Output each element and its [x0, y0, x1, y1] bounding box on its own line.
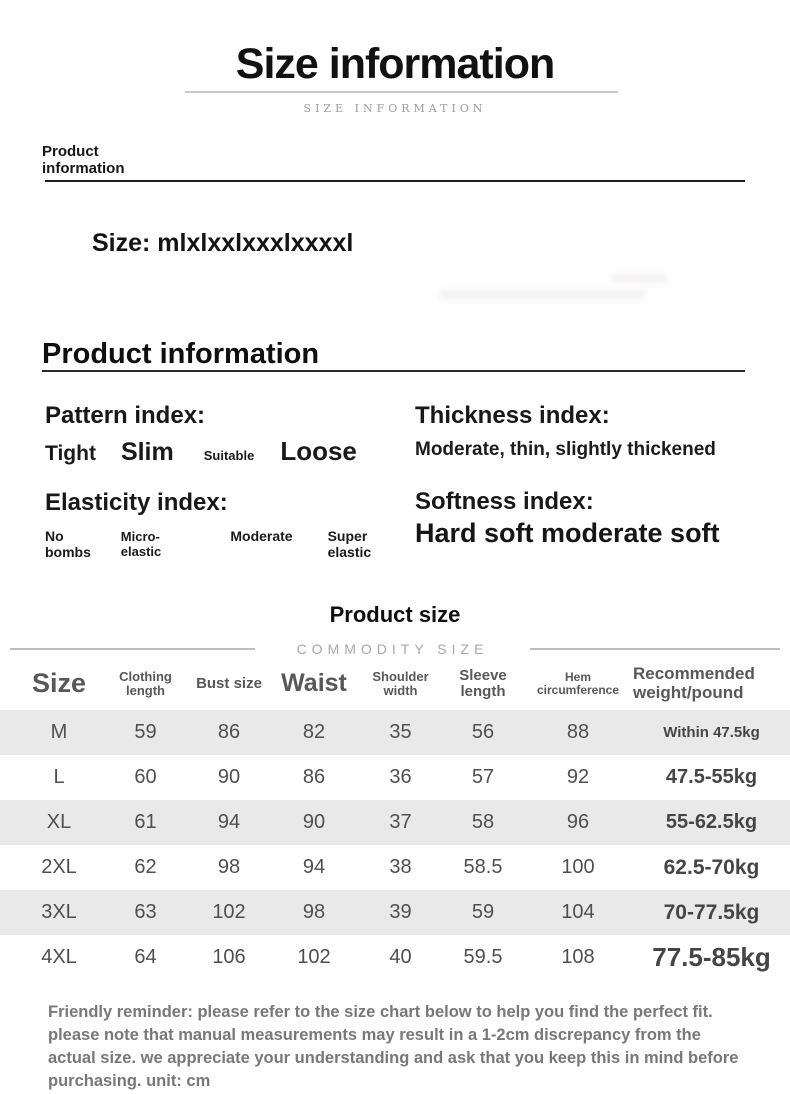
- elasticity-index-options: No bombs Micro-elastic Moderate Super el…: [45, 528, 405, 560]
- cell-clothing-length: 59: [134, 721, 157, 743]
- table-row: 3XL 63 102 98 39 59 104 70-77.5kg: [0, 890, 790, 935]
- cell-waist: 102: [297, 946, 331, 968]
- cell-clothing-length: 60: [134, 766, 157, 788]
- cell-waist: 94: [302, 856, 326, 878]
- pattern-option: Loose: [280, 436, 357, 466]
- softness-index-value: Hard soft moderate soft: [415, 518, 720, 548]
- friendly-reminder-text: Friendly reminder: please refer to the s…: [48, 1003, 739, 1090]
- softness-index-label: Softness index:: [415, 488, 594, 515]
- column-header-waist: Waist: [281, 669, 347, 698]
- cell-bust: 102: [212, 901, 246, 923]
- faint-watermark: [612, 274, 667, 283]
- elasticity-option: Moderate: [230, 528, 293, 544]
- title-underline: [185, 91, 618, 93]
- cell-size: M: [50, 721, 68, 743]
- column-header-hem-circumference: Hem circumference: [536, 669, 620, 697]
- size-table-title: Product size: [329, 602, 461, 627]
- table-row: 4XL 64 106 102 40 59.5 108 77.5-85kg: [0, 935, 790, 980]
- cell-weight: 62.5-70kg: [663, 855, 760, 879]
- pattern-option: Tight: [45, 442, 96, 465]
- cell-sleeve: 59: [471, 901, 495, 923]
- cell-bust: 94: [217, 811, 241, 833]
- elasticity-option: No bombs: [45, 528, 91, 560]
- cell-sleeve: 58.5: [463, 856, 503, 878]
- cell-bust: 86: [217, 721, 241, 743]
- cell-waist: 98: [302, 901, 326, 923]
- cell-clothing-length: 61: [134, 811, 157, 833]
- size-table: Size Clothing length Bust size Waist Sho…: [0, 658, 790, 980]
- page-title: Size information: [235, 40, 555, 88]
- thickness-index-value: Moderate, thin, slightly thickened: [415, 439, 716, 460]
- cell-hem: 92: [566, 766, 590, 788]
- cell-waist: 82: [302, 721, 326, 743]
- cell-hem: 100: [561, 856, 595, 878]
- divider-line: [42, 370, 745, 372]
- column-header-sleeve-length: Sleeve length: [459, 666, 507, 700]
- cell-waist: 90: [302, 811, 326, 833]
- cell-shoulder: 40: [389, 946, 412, 968]
- cell-weight: 77.5-85kg: [652, 942, 771, 972]
- pattern-option: Suitable: [203, 448, 255, 463]
- column-header-size: Size: [31, 668, 87, 699]
- decorative-line: [530, 648, 781, 650]
- cell-hem: 96: [566, 811, 590, 833]
- table-row: XL 61 94 90 37 58 96 55-62.5kg: [0, 800, 790, 845]
- pattern-index-label: Pattern index:: [45, 402, 206, 429]
- commodity-size-banner: COMMODITY SIZE: [0, 640, 790, 658]
- table-row: M 59 86 82 35 56 88 Within 47.5kg: [0, 710, 790, 755]
- page-subtitle: SIZE INFORMATION: [303, 102, 487, 115]
- pattern-index-options: Tight Slim Suitable Loose: [45, 436, 385, 467]
- cell-sleeve: 59.5: [463, 946, 503, 968]
- cell-clothing-length: 62: [134, 856, 157, 878]
- cell-shoulder: 38: [389, 856, 412, 878]
- cell-waist: 86: [302, 766, 326, 788]
- elasticity-option: Super elastic: [327, 528, 372, 560]
- cell-weight: Within 47.5kg: [663, 724, 760, 741]
- decorative-line: [9, 648, 255, 650]
- table-header-row: Size Clothing length Bust size Waist Sho…: [0, 658, 790, 710]
- cell-sleeve: 56: [471, 721, 495, 743]
- table-row: L 60 90 86 36 57 92 47.5-55kg: [0, 755, 790, 800]
- table-row: 2XL 62 98 94 38 58.5 100 62.5-70kg: [0, 845, 790, 890]
- cell-hem: 108: [561, 946, 595, 968]
- column-header-recommended-weight: Recommended weight/pound: [633, 664, 755, 702]
- cell-bust: 90: [217, 766, 241, 788]
- product-info-small-label: Product information: [42, 143, 125, 177]
- faint-watermark: [440, 290, 645, 299]
- cell-clothing-length: 64: [134, 946, 157, 968]
- thickness-index-label: Thickness index:: [415, 402, 610, 429]
- cell-bust: 106: [212, 946, 246, 968]
- cell-size: 4XL: [41, 946, 77, 968]
- cell-shoulder: 35: [389, 721, 412, 743]
- cell-weight: 55-62.5kg: [665, 811, 758, 833]
- elasticity-index-label: Elasticity index:: [45, 489, 228, 516]
- column-header-shoulder-width: Shoulder width: [372, 668, 429, 698]
- cell-shoulder: 39: [389, 901, 412, 923]
- cell-size: L: [53, 766, 65, 788]
- cell-sleeve: 57: [471, 766, 495, 788]
- cell-size: XL: [46, 811, 72, 833]
- column-header-clothing-length: Clothing length: [119, 668, 172, 698]
- elasticity-option: Micro-elastic: [120, 529, 162, 559]
- cell-bust: 98: [217, 856, 241, 878]
- section-heading: Product information: [42, 338, 320, 370]
- cell-clothing-length: 63: [134, 901, 157, 923]
- cell-size: 2XL: [41, 856, 77, 878]
- cell-weight: 47.5-55kg: [665, 766, 758, 788]
- cell-weight: 70-77.5kg: [663, 900, 760, 924]
- size-options-line: Size: mlxlxxlxxxlxxxxl: [92, 229, 354, 257]
- size-table-subtitle: COMMODITY SIZE: [296, 641, 489, 657]
- cell-shoulder: 36: [389, 766, 412, 788]
- column-header-bust-size: Bust size: [196, 674, 262, 692]
- cell-hem: 104: [561, 901, 595, 923]
- cell-size: 3XL: [41, 901, 77, 923]
- pattern-option: Slim: [120, 438, 174, 466]
- cell-sleeve: 58: [471, 811, 495, 833]
- cell-shoulder: 37: [389, 811, 412, 833]
- cell-hem: 88: [566, 721, 590, 743]
- divider-line: [45, 180, 745, 182]
